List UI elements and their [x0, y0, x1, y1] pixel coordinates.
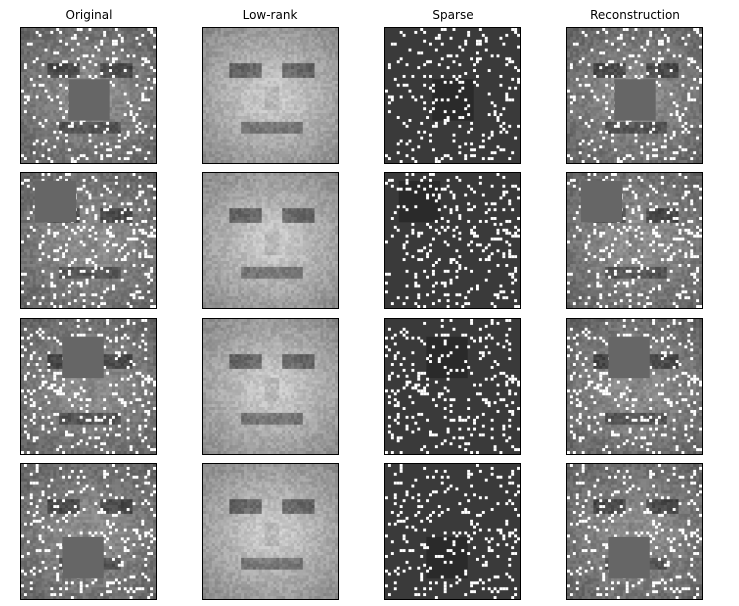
column-title-low-rank: Low-rank — [200, 8, 340, 22]
column-title-reconstruction: Reconstruction — [565, 8, 705, 22]
panel-reconstruction-row-4 — [566, 463, 703, 600]
panel-low-rank-row-2 — [202, 172, 339, 309]
panel-sparse-row-2 — [384, 172, 521, 309]
image-sparse-row-3 — [385, 319, 520, 454]
image-original-row-4 — [21, 464, 156, 599]
image-reconstruction-row-4 — [567, 464, 702, 599]
image-sparse-row-2 — [385, 173, 520, 308]
panel-low-rank-row-3 — [202, 318, 339, 455]
image-reconstruction-row-1 — [567, 28, 702, 163]
column-title-sparse: Sparse — [383, 8, 523, 22]
panel-original-row-2 — [20, 172, 157, 309]
image-original-row-1 — [21, 28, 156, 163]
panel-original-row-4 — [20, 463, 157, 600]
image-original-row-2 — [21, 173, 156, 308]
column-title-original: Original — [19, 8, 159, 22]
panel-reconstruction-row-2 — [566, 172, 703, 309]
panel-original-row-3 — [20, 318, 157, 455]
image-low-rank-row-1 — [203, 28, 338, 163]
image-low-rank-row-2 — [203, 173, 338, 308]
panel-low-rank-row-4 — [202, 463, 339, 600]
image-sparse-row-1 — [385, 28, 520, 163]
image-low-rank-row-3 — [203, 319, 338, 454]
panel-sparse-row-1 — [384, 27, 521, 164]
image-original-row-3 — [21, 319, 156, 454]
panel-original-row-1 — [20, 27, 157, 164]
panel-reconstruction-row-1 — [566, 27, 703, 164]
image-low-rank-row-4 — [203, 464, 338, 599]
panel-low-rank-row-1 — [202, 27, 339, 164]
image-reconstruction-row-3 — [567, 319, 702, 454]
panel-sparse-row-4 — [384, 463, 521, 600]
image-sparse-row-4 — [385, 464, 520, 599]
panel-sparse-row-3 — [384, 318, 521, 455]
image-reconstruction-row-2 — [567, 173, 702, 308]
panel-reconstruction-row-3 — [566, 318, 703, 455]
